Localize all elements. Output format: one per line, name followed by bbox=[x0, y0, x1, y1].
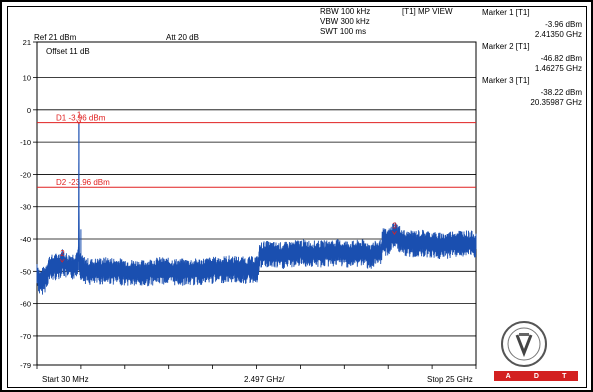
swt-label: SWT 100 ms bbox=[320, 27, 367, 36]
marker-symbol-1 bbox=[76, 120, 82, 125]
marker-3-freq: 20.35987 GHz bbox=[530, 98, 582, 107]
marker-number-2: 2 bbox=[60, 249, 65, 258]
y-tick-label-4: -20 bbox=[20, 170, 31, 179]
span-per-div-label: 2.497 GHz/ bbox=[244, 375, 285, 384]
limit-line-label-0: D1 -3.96 dBm bbox=[56, 114, 106, 123]
y-tick-label-7: -50 bbox=[20, 267, 31, 276]
y-tick-label-10: -79 bbox=[20, 361, 31, 370]
marker-symbol-2 bbox=[59, 258, 65, 263]
bureau-veritas-logo bbox=[501, 321, 547, 367]
ref-level-label: Ref 21 dBm bbox=[34, 33, 77, 42]
rbw-label: RBW 100 kHz bbox=[320, 7, 371, 16]
marker-1-title: Marker 1 [T1] bbox=[482, 8, 530, 17]
start-freq-label: Start 30 MHz bbox=[42, 375, 89, 384]
stop-freq-label: Stop 25 GHz bbox=[427, 375, 473, 384]
marker-2-title: Marker 2 [T1] bbox=[482, 42, 530, 51]
spectrum-trace bbox=[36, 162, 477, 295]
chart-inner-border bbox=[7, 6, 587, 388]
vbw-label: VBW 300 kHz bbox=[320, 17, 370, 26]
view-label: [T1] MP VIEW bbox=[402, 7, 453, 16]
y-tick-label-6: -40 bbox=[20, 235, 31, 244]
y-tick-label-0: 21 bbox=[23, 38, 31, 47]
logo-letter-t: T bbox=[562, 372, 567, 380]
marker-number-1: 1 bbox=[77, 111, 82, 120]
plot-area-border bbox=[36, 41, 477, 366]
adt-logo-bar: A D T bbox=[494, 371, 578, 381]
marker-2-level: -46.82 dBm bbox=[540, 54, 582, 63]
marker-2-freq: 1.46275 GHz bbox=[534, 64, 582, 73]
marker-number-3: 3 bbox=[392, 221, 397, 230]
y-tick-label-1: 10 bbox=[23, 74, 31, 83]
y-tick-label-8: -60 bbox=[20, 300, 31, 309]
marker-3-level: -38.22 dBm bbox=[540, 88, 582, 97]
limit-line-label-1: D2 -23.96 dBm bbox=[56, 178, 110, 187]
offset-label: Offset 11 dB bbox=[46, 47, 90, 56]
marker-symbol-3 bbox=[392, 231, 397, 236]
logo-letter-d: D bbox=[533, 372, 539, 380]
y-tick-label-3: -10 bbox=[20, 138, 31, 147]
y-tick-label-2: 0 bbox=[27, 106, 31, 115]
marker-1-level: -3.96 dBm bbox=[545, 20, 582, 29]
marker-3-title: Marker 3 [T1] bbox=[482, 76, 530, 85]
y-tick-label-5: -30 bbox=[20, 203, 31, 212]
logo-letter-a: A bbox=[505, 372, 511, 380]
attenuation-label: Att 20 dB bbox=[166, 33, 199, 42]
y-tick-label-9: -70 bbox=[20, 332, 31, 341]
marker-1-freq: 2.41350 GHz bbox=[534, 30, 582, 39]
